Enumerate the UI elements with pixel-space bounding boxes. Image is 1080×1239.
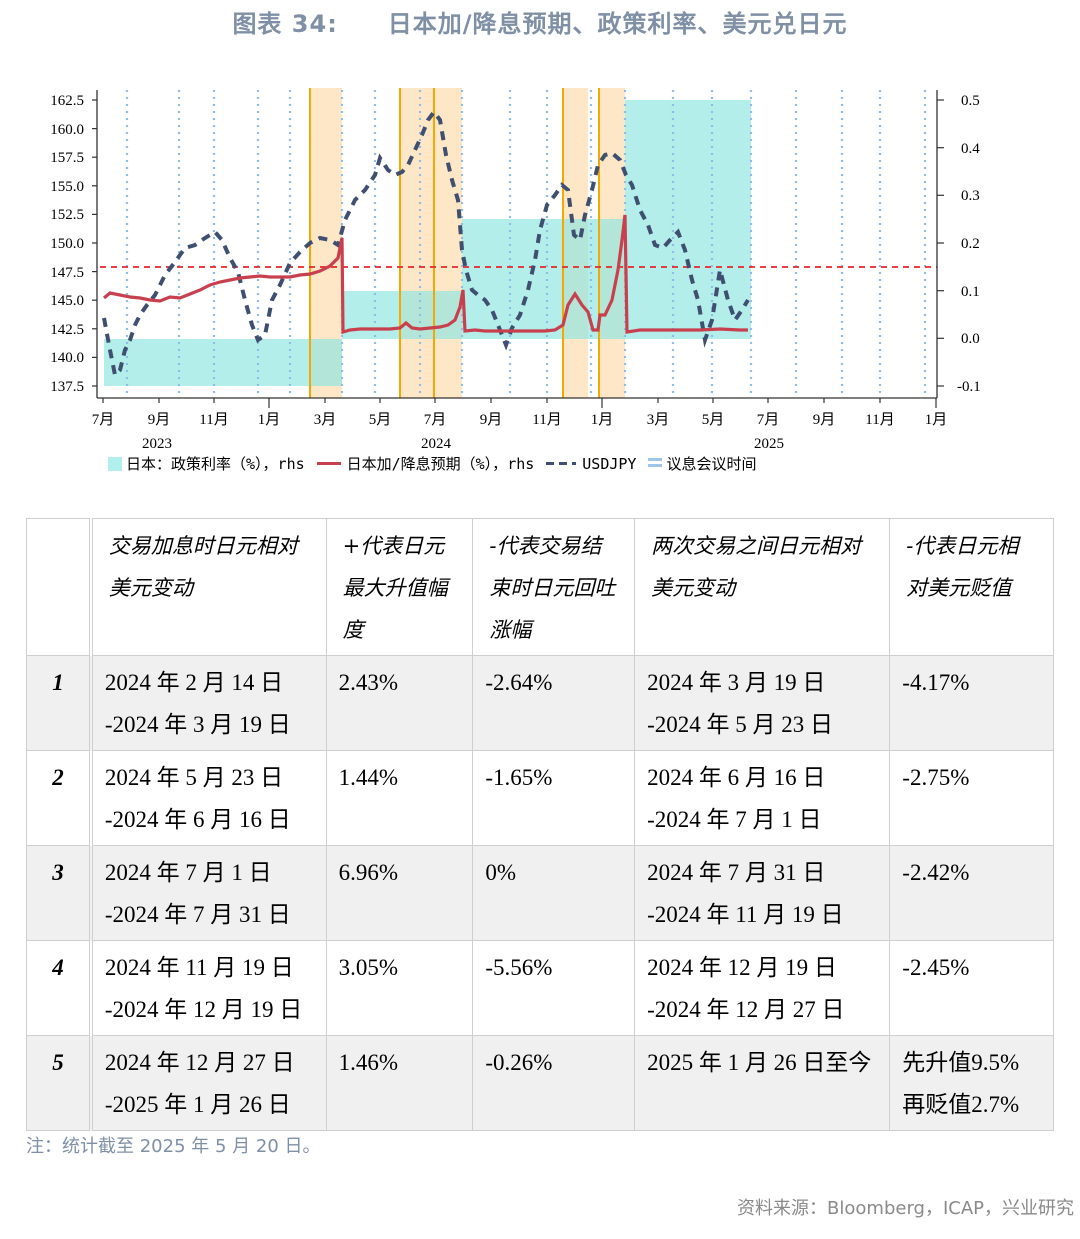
left-axis-labels: 162.5 160.0 157.5 155.0 152.5 150.0 147.…: [50, 93, 84, 395]
legend-usdjpy: USDJPY: [540, 455, 636, 473]
svg-text:5月: 5月: [369, 412, 392, 428]
figure-number: 图表 34:: [232, 10, 338, 38]
svg-text:5月: 5月: [702, 412, 725, 428]
svg-text:3月: 3月: [314, 412, 337, 428]
area-swatch-icon: [108, 456, 122, 471]
table-row: 2 2024 年 5 月 23 日 -2024 年 6 月 16 日 1.44%…: [25, 750, 1054, 846]
svg-text:2024: 2024: [421, 436, 452, 452]
dotted-line-swatch-icon: [648, 457, 663, 470]
svg-text:11月: 11月: [865, 412, 894, 428]
svg-text:140.0: 140.0: [50, 350, 84, 366]
svg-text:162.5: 162.5: [50, 93, 84, 109]
dashed-line-swatch-icon: [546, 462, 577, 465]
chart-legend: 日本：政策利率（%），rhs 日本加/降息预期（%），rhs USDJPY 议息…: [108, 453, 762, 474]
svg-text:-0.1: -0.1: [957, 379, 981, 395]
svg-text:160.0: 160.0: [50, 122, 84, 138]
svg-text:9月: 9月: [813, 412, 836, 428]
header-index: [25, 518, 93, 656]
svg-text:0.1: 0.1: [961, 284, 980, 300]
table-row: 3 2024 年 7 月 1 日 -2024 年 7 月 31 日 6.96% …: [25, 845, 1054, 941]
legend-meeting: 议息会议时间: [642, 453, 756, 474]
svg-text:152.5: 152.5: [50, 207, 84, 223]
policy-rate-area: [104, 100, 751, 386]
line-swatch-icon: [316, 462, 341, 465]
svg-text:2025: 2025: [754, 436, 784, 452]
svg-text:157.5: 157.5: [50, 150, 84, 166]
svg-text:1月: 1月: [258, 412, 281, 428]
chart: 162.5 160.0 157.5 155.0 152.5 150.0 147.…: [50, 88, 981, 452]
svg-text:9月: 9月: [148, 412, 171, 428]
trade-table: 交易加息时日元相对美元变动 +代表日元最大升值幅度 -代表交易结束时日元回吐涨幅…: [25, 518, 1054, 1131]
svg-text:147.5: 147.5: [50, 265, 84, 281]
table-row: 4 2024 年 11 月 19 日 -2024 年 12 月 19 日 3.0…: [25, 940, 1054, 1036]
figure-title-text: 日本加/降息预期、政策利率、美元兑日元: [387, 10, 848, 38]
table-header-row: 交易加息时日元相对美元变动 +代表日元最大升值幅度 -代表交易结束时日元回吐涨幅…: [25, 518, 1054, 656]
header-giveback: -代表交易结束时日元回吐涨幅: [472, 518, 636, 656]
svg-text:155.0: 155.0: [50, 179, 84, 195]
svg-text:2023: 2023: [142, 436, 172, 452]
svg-text:0.3: 0.3: [961, 188, 980, 204]
svg-text:0.0: 0.0: [961, 331, 980, 347]
legend-rate-expectation: 日本加/降息预期（%），rhs: [311, 453, 534, 474]
svg-text:137.5: 137.5: [50, 379, 84, 395]
header-between: 两次交易之间日元相对美元变动: [634, 518, 891, 656]
svg-text:7月: 7月: [92, 412, 115, 428]
svg-text:1月: 1月: [591, 412, 614, 428]
table-row: 1 2024 年 2 月 14 日 -2024 年 3 月 19 日 2.43%…: [25, 655, 1054, 751]
svg-text:9月: 9月: [480, 412, 503, 428]
axes: [96, 90, 938, 399]
rate-expectation-line: [102, 214, 748, 335]
svg-text:3月: 3月: [647, 412, 670, 428]
svg-text:0.4: 0.4: [961, 141, 980, 157]
svg-text:145.0: 145.0: [50, 293, 84, 309]
svg-text:7月: 7月: [757, 412, 780, 428]
table-row: 5 2024 年 12 月 27 日 -2025 年 1 月 26 日 1.46…: [25, 1035, 1054, 1131]
figure-title: 图表 34: 日本加/降息预期、政策利率、美元兑日元: [0, 4, 1080, 39]
header-max-appreciation: +代表日元最大升值幅度: [325, 518, 474, 656]
x-axis-labels: 7月 9月 11月 1月 3月 5月 7月 9月 11月 1月 3月 5月 7月…: [92, 412, 948, 452]
header-period: 交易加息时日元相对美元变动: [90, 518, 327, 656]
svg-text:11月: 11月: [532, 412, 561, 428]
svg-text:142.5: 142.5: [50, 322, 84, 338]
footnote: 注：统计截至 2025 年 5 月 20 日。: [26, 1136, 321, 1157]
svg-text:1月: 1月: [925, 412, 948, 428]
usdjpy-line: [102, 108, 750, 380]
svg-text:7月: 7月: [424, 412, 447, 428]
svg-text:0.2: 0.2: [961, 236, 980, 252]
legend-policy-rate: 日本：政策利率（%），rhs: [108, 453, 305, 474]
svg-text:150.0: 150.0: [50, 236, 84, 252]
right-axis-labels: 0.5 0.4 0.3 0.2 0.1 0.0 -0.1: [957, 93, 981, 395]
source-credit: 资料来源：Bloomberg，ICAP，兴业研究: [737, 1198, 1074, 1219]
svg-text:11月: 11月: [199, 412, 228, 428]
svg-text:0.5: 0.5: [961, 93, 980, 109]
header-depreciation: -代表日元相对美元贬值: [889, 518, 1054, 656]
